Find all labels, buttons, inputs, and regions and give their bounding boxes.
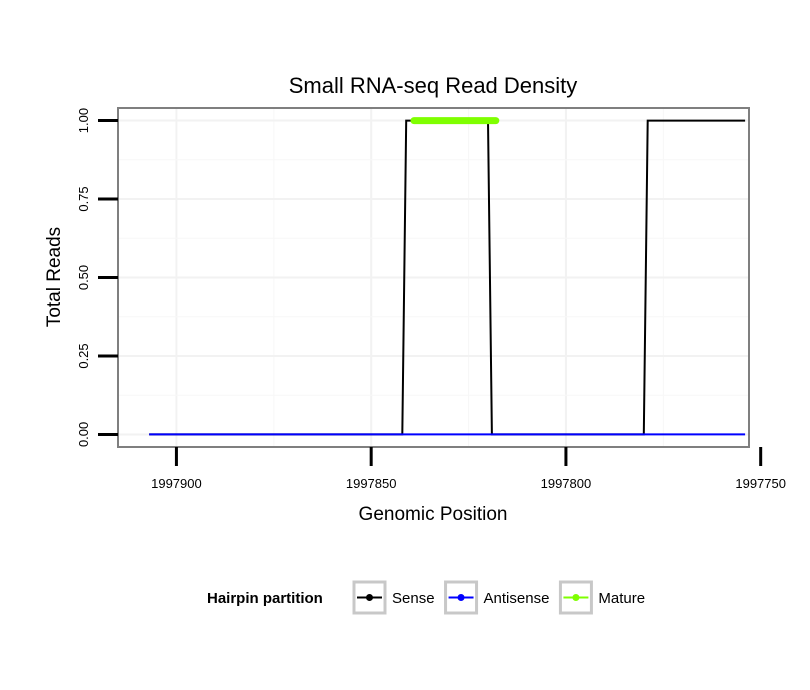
y-tick-label: 0.00	[76, 422, 91, 447]
x-axis: 1997900 1997850 1997800 1997750	[151, 447, 786, 491]
legend-item-antisense: Antisense	[444, 580, 550, 615]
legend-label-sense: Sense	[392, 590, 435, 607]
x-tick-label: 1997800	[541, 476, 592, 491]
legend-label-mature: Mature	[598, 590, 645, 607]
y-tick-label: 0.25	[76, 343, 91, 368]
gridlines	[119, 109, 748, 446]
y-tick-label: 0.75	[76, 186, 91, 211]
chart-title: Small RNA-seq Read Density	[289, 73, 578, 98]
legend-key-point	[572, 594, 580, 601]
x-tick-label: 1997900	[151, 476, 202, 491]
y-tick-label: 0.50	[76, 265, 91, 290]
legend-key-point	[366, 594, 373, 601]
legend-label-antisense: Antisense	[484, 590, 550, 607]
legend-item-sense: Sense	[352, 580, 435, 615]
y-axis: 0.00 0.25 0.50 0.75 1.00	[76, 108, 118, 447]
legend-key-point	[457, 594, 465, 601]
y-axis-title: Total Reads	[44, 227, 65, 327]
y-tick-label: 1.00	[76, 108, 91, 133]
legend-title: Hairpin partition	[207, 590, 323, 607]
legend-item-mature: Mature	[558, 580, 645, 615]
legend: Hairpin partition Sense Antisense Mature	[207, 580, 645, 615]
x-tick-label: 1997750	[735, 476, 786, 491]
x-tick-label: 1997850	[346, 476, 397, 491]
series-layer	[149, 117, 746, 436]
series-line-sense	[149, 119, 746, 436]
x-axis-title: Genomic Position	[359, 504, 508, 525]
plot-panel	[117, 107, 750, 448]
